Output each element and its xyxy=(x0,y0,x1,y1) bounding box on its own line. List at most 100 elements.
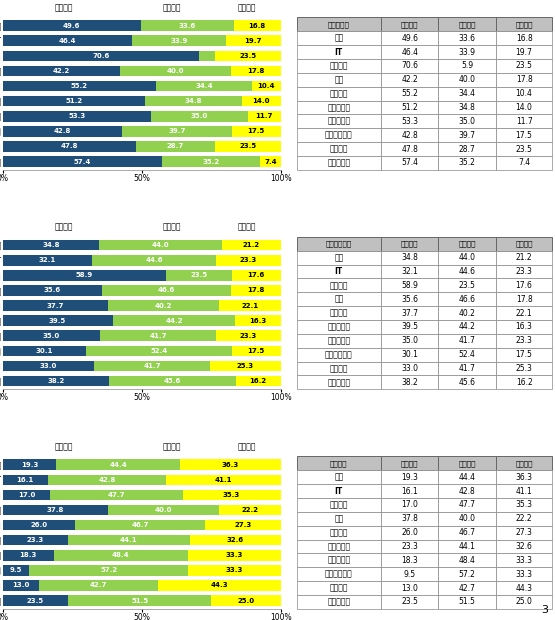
Bar xyxy=(496,595,552,609)
Bar xyxy=(496,114,552,128)
Text: 変化なし: 変化なし xyxy=(163,3,181,12)
Text: 17.8: 17.8 xyxy=(516,75,532,84)
Text: 変化なし: 変化なし xyxy=(163,223,181,231)
Text: 23.5: 23.5 xyxy=(239,143,256,149)
Bar xyxy=(296,512,381,526)
Text: 33.0: 33.0 xyxy=(40,363,57,369)
Text: 32.1: 32.1 xyxy=(401,267,418,276)
Text: 減少した: 減少した xyxy=(238,223,256,231)
Text: 3: 3 xyxy=(541,605,548,615)
Bar xyxy=(296,526,381,539)
Text: 41.7: 41.7 xyxy=(149,333,166,339)
Bar xyxy=(438,512,496,526)
Bar xyxy=(183,490,281,500)
Bar xyxy=(94,361,210,371)
Text: 14.0: 14.0 xyxy=(253,98,270,104)
Bar xyxy=(296,456,381,470)
Text: 33.3: 33.3 xyxy=(516,570,533,578)
Text: 増加した: 増加した xyxy=(54,223,73,231)
Bar xyxy=(381,100,438,114)
Bar xyxy=(210,361,281,371)
Bar xyxy=(211,595,281,606)
Bar xyxy=(3,156,162,167)
Text: 35.0: 35.0 xyxy=(401,336,418,345)
Bar xyxy=(296,73,381,87)
Text: 58.9: 58.9 xyxy=(401,281,418,290)
Text: 13.0: 13.0 xyxy=(12,582,29,588)
Text: 銀投／不動産: 銀投／不動産 xyxy=(325,131,352,140)
Bar xyxy=(496,484,552,498)
Bar xyxy=(3,255,92,265)
Text: 減少した: 減少した xyxy=(238,442,256,451)
Bar xyxy=(232,126,281,136)
Text: 30.1: 30.1 xyxy=(36,348,53,354)
Text: 42.8: 42.8 xyxy=(459,487,476,495)
Text: 41.1: 41.1 xyxy=(215,477,232,483)
Bar xyxy=(188,565,281,575)
Text: 57.2: 57.2 xyxy=(100,567,117,574)
Bar xyxy=(381,361,438,376)
Bar xyxy=(381,376,438,389)
Text: 変化なし: 変化なし xyxy=(458,460,476,467)
Text: 44.6: 44.6 xyxy=(459,267,476,276)
Text: 55.2: 55.2 xyxy=(71,83,88,89)
Bar xyxy=(108,505,219,515)
Text: 46.4: 46.4 xyxy=(58,38,76,44)
Bar xyxy=(496,31,552,45)
Bar xyxy=(296,237,381,250)
Text: 40.0: 40.0 xyxy=(155,507,172,513)
Text: 16.8: 16.8 xyxy=(516,33,532,43)
Text: 51.2: 51.2 xyxy=(401,103,418,112)
Bar xyxy=(3,270,166,281)
Bar xyxy=(3,565,29,575)
Bar xyxy=(381,306,438,320)
Bar xyxy=(496,306,552,320)
Text: 商社／流通: 商社／流通 xyxy=(327,542,350,551)
Bar xyxy=(496,250,552,265)
Text: 57.2: 57.2 xyxy=(459,570,476,578)
Bar xyxy=(496,73,552,87)
Text: 40.0: 40.0 xyxy=(459,75,476,84)
Bar xyxy=(496,554,552,567)
Text: 減少した: 減少した xyxy=(238,3,256,12)
Text: 37.7: 37.7 xyxy=(401,309,418,317)
Bar xyxy=(3,361,94,371)
Text: 18.3: 18.3 xyxy=(401,556,418,565)
Text: 49.6: 49.6 xyxy=(63,23,80,29)
Bar xyxy=(296,114,381,128)
Text: 45.6: 45.6 xyxy=(459,378,476,387)
Bar xyxy=(296,156,381,170)
Text: 36.3: 36.3 xyxy=(221,462,239,467)
Bar xyxy=(3,35,132,46)
Bar xyxy=(205,520,281,530)
Bar xyxy=(296,567,381,581)
Bar xyxy=(438,470,496,484)
Bar xyxy=(199,51,215,61)
Bar xyxy=(120,66,231,76)
Text: 16.1: 16.1 xyxy=(401,487,418,495)
Text: IT: IT xyxy=(335,267,343,276)
Text: 増加した: 増加した xyxy=(401,21,418,28)
Text: 17.8: 17.8 xyxy=(247,68,265,74)
Text: 39.7: 39.7 xyxy=(459,131,476,140)
Bar xyxy=(3,520,75,530)
Text: 40.0: 40.0 xyxy=(459,514,476,523)
Bar xyxy=(3,141,135,152)
Bar xyxy=(296,265,381,278)
Bar xyxy=(381,595,438,609)
Bar xyxy=(381,114,438,128)
Text: 52.4: 52.4 xyxy=(459,350,476,359)
Text: 44.3: 44.3 xyxy=(210,582,228,588)
Bar xyxy=(296,554,381,567)
Bar xyxy=(3,459,57,470)
Bar xyxy=(438,567,496,581)
Bar xyxy=(496,142,552,156)
Text: 18.3: 18.3 xyxy=(19,552,37,558)
Text: 14.0: 14.0 xyxy=(516,103,533,112)
Text: 減少した: 減少した xyxy=(516,241,533,247)
Text: 【仕事量】: 【仕事量】 xyxy=(328,21,350,28)
Bar xyxy=(438,376,496,389)
Text: 16.2: 16.2 xyxy=(250,378,266,384)
Bar xyxy=(135,141,215,152)
Bar xyxy=(381,320,438,334)
